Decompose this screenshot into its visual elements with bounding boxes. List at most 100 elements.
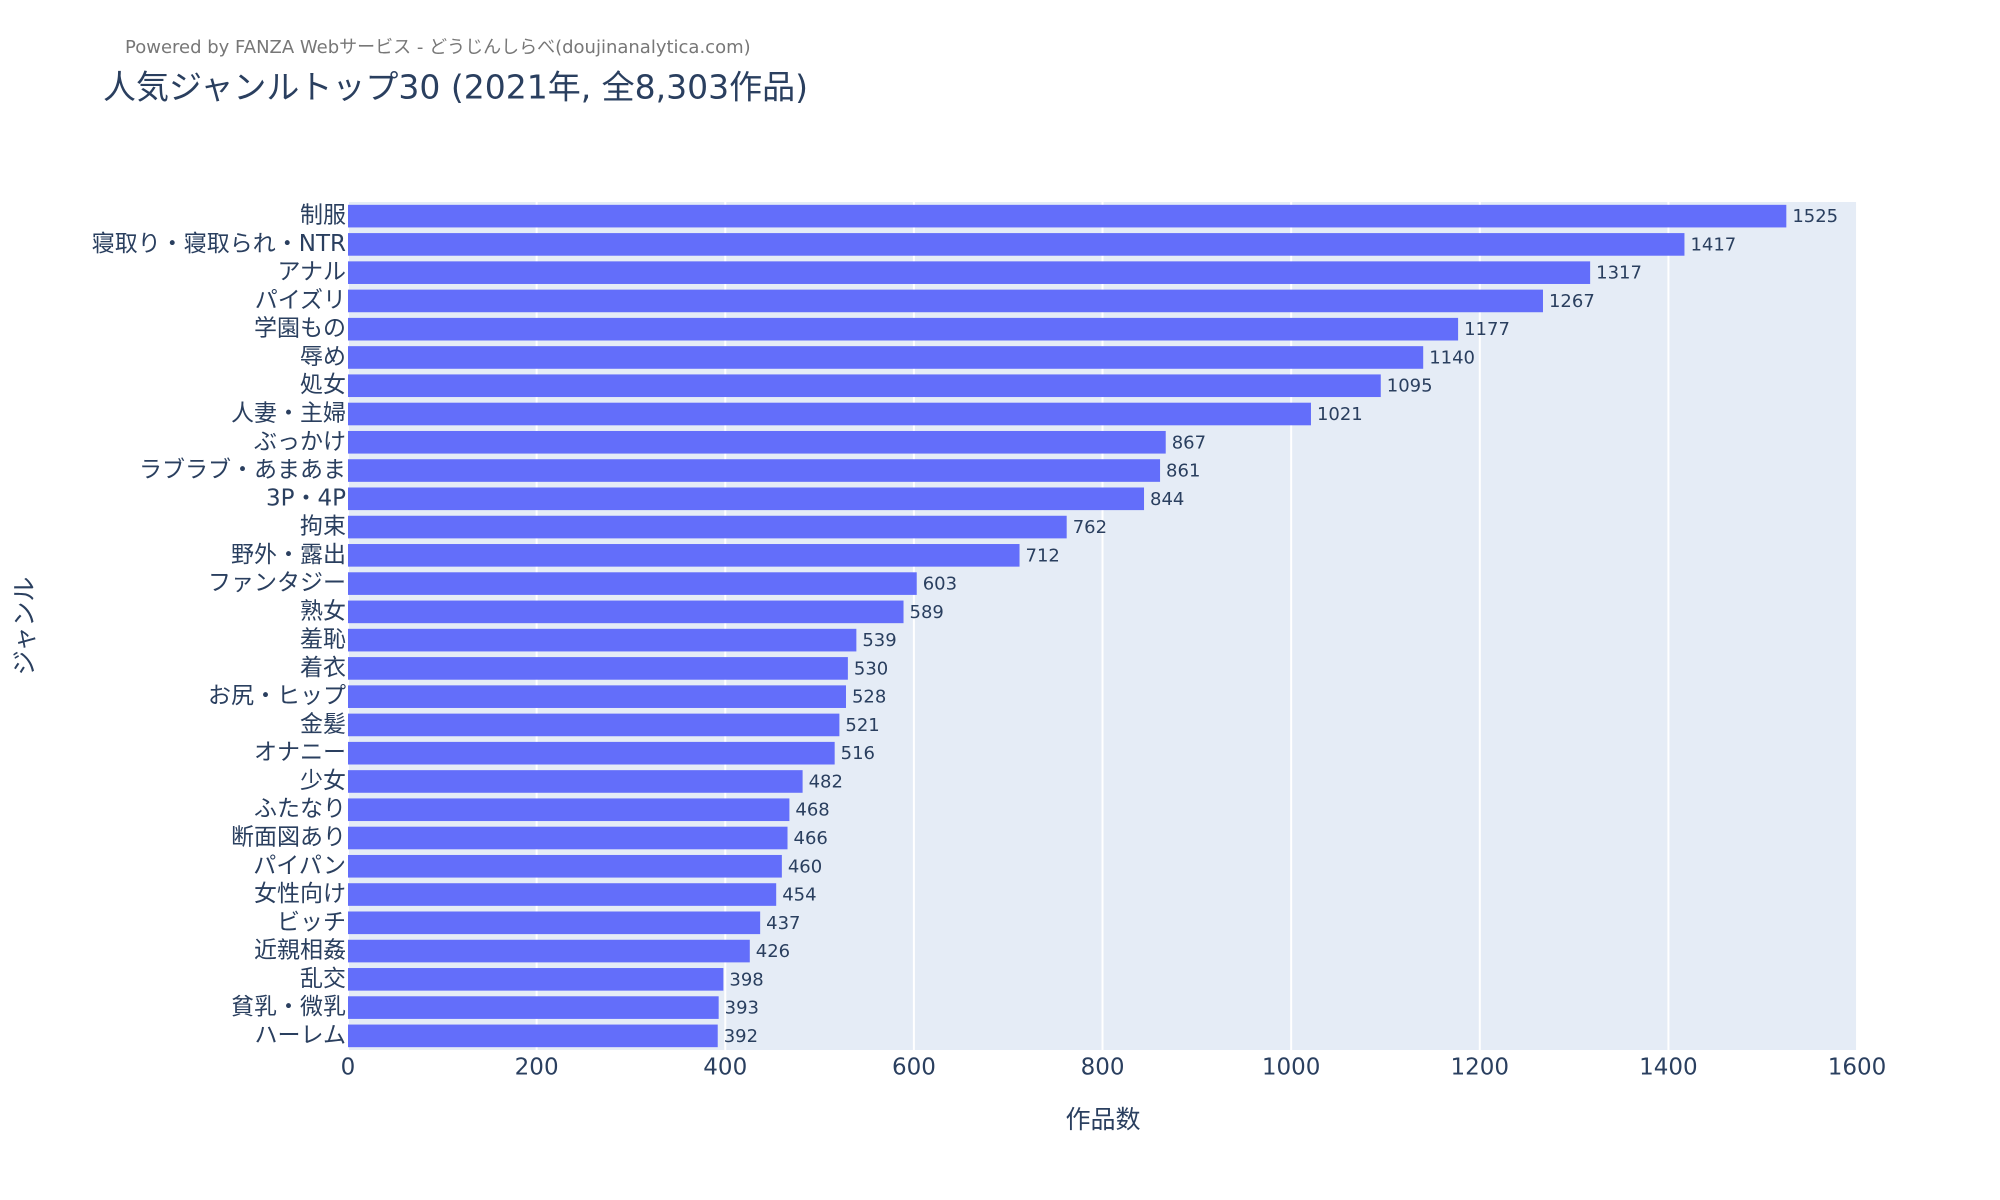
bar [348,713,840,737]
value-label: 454 [782,885,816,906]
bar [348,487,1145,511]
bar [348,628,857,652]
y-tick-label: 着衣 [300,655,346,681]
y-tick-label: 羞恥 [300,627,346,653]
x-tick-label: 1400 [1639,1055,1698,1081]
bar [348,204,1787,228]
value-label: 1317 [1596,263,1642,284]
value-label: 1525 [1792,206,1838,227]
x-tick-label: 600 [892,1055,936,1081]
y-tick-label: パイパン [253,853,346,879]
y-tick-label: お尻・ヒップ [208,683,346,709]
value-label: 844 [1150,489,1184,510]
value-label: 867 [1172,432,1206,453]
y-tick-label: 熟女 [300,598,346,624]
x-tick-label: 1200 [1451,1055,1510,1081]
y-tick-label: 3P・4P [266,485,346,511]
bar [348,826,788,850]
value-label: 460 [788,856,822,877]
y-tick-label: 断面図あり [231,825,346,851]
bar [348,402,1311,426]
x-axis-title: 作品数 [1065,1105,1140,1134]
value-label: 482 [809,771,843,792]
y-tick-label: 人妻・主婦 [231,401,346,427]
y-tick-label: 拘束 [300,514,346,540]
value-label: 1417 [1690,234,1736,255]
value-label: 393 [725,998,759,1019]
y-tick-label: 寝取り・寝取られ・NTR [92,231,346,257]
value-label: 712 [1026,545,1060,566]
bar [348,374,1381,398]
y-tick-label: 乱交 [300,966,346,992]
bar [348,770,803,793]
y-tick-label: 処女 [300,372,346,398]
bar [348,854,782,878]
value-label: 521 [845,715,879,736]
bar [348,968,724,991]
bar [348,939,750,963]
y-tick-label: ぶっかけ [254,429,346,455]
y-tick-label: 女性向け [254,881,346,907]
y-tick-label: 少女 [300,768,346,794]
bar [348,459,1161,482]
bar [348,544,1020,567]
value-label: 1021 [1317,404,1363,425]
value-label: 516 [841,743,875,764]
value-label: 1140 [1429,347,1475,368]
y-tick-label: ハーレム [254,1022,346,1048]
y-tick-label: 近親相姦 [254,938,346,964]
bar [348,317,1459,341]
y-axis-title: ジャンル [10,577,39,676]
x-tick-label: 1000 [1262,1055,1321,1081]
y-tick-label: 辱め [300,344,346,370]
x-tick-label: 800 [1081,1055,1125,1081]
bar [348,1024,718,1048]
y-tick-label: ビッチ [277,909,346,935]
value-label: 1177 [1464,319,1510,340]
value-label: 1095 [1387,376,1433,397]
bar [348,685,846,708]
value-label: 762 [1073,517,1107,538]
bar [348,741,835,765]
y-tick-label: ファンタジー [208,570,346,596]
bar [348,883,777,906]
value-label: 530 [854,658,888,679]
bar [348,572,917,595]
bar [348,289,1543,313]
value-label: 1267 [1549,291,1595,312]
y-tick-label: 学園もの [254,316,346,342]
y-tick-label: パイズリ [255,287,346,313]
value-label: 528 [852,687,886,708]
y-tick-label: アナル [277,259,346,285]
value-label: 468 [795,800,829,821]
bar [348,233,1685,256]
x-tick-label: 200 [515,1055,559,1081]
bar [348,430,1166,454]
bar [348,996,719,1019]
value-label: 392 [724,1026,758,1047]
value-label: 466 [794,828,828,849]
chart-subtitle: Powered by FANZA Webサービス - どうじんしらべ(douji… [125,37,751,58]
x-tick-label: 0 [341,1055,356,1081]
value-label: 539 [862,630,896,651]
chart-title: 人気ジャンルトップ30 (2021年, 全8,303作品) [103,68,808,107]
y-tick-label: 野外・露出 [231,542,346,568]
x-tick-label: 1600 [1828,1055,1887,1081]
y-tick-label: 制服 [300,203,346,229]
value-label: 398 [729,969,763,990]
y-tick-label: オナニー [254,740,346,766]
value-label: 603 [923,574,957,595]
bar [348,657,848,680]
value-label: 437 [766,913,800,934]
bar [348,515,1067,539]
x-tick-label: 400 [703,1055,747,1081]
value-label: 861 [1166,461,1200,482]
bar [348,911,761,935]
bar [348,798,790,822]
bar [348,346,1424,369]
y-tick-label: 貧乳・微乳 [231,994,346,1020]
y-tick-label: ラブラブ・あまあま [139,457,346,483]
bar [348,261,1591,284]
value-label: 589 [910,602,944,623]
